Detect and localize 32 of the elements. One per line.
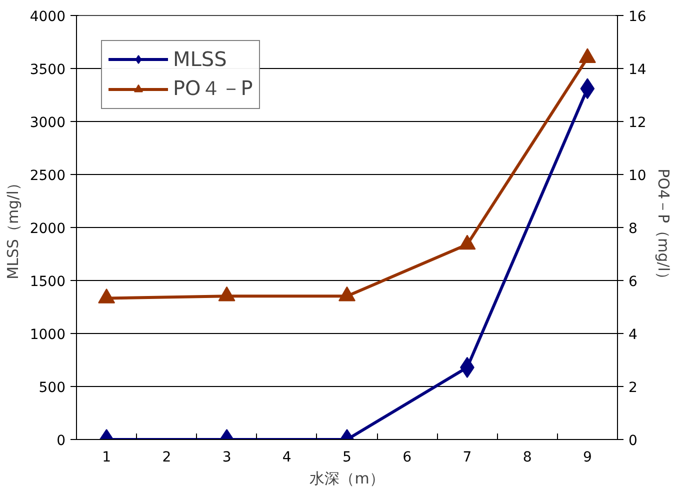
y-tick-label: 2500 (30, 168, 66, 184)
x-tick-label: 7 (462, 450, 472, 466)
x-tick-label: 1 (102, 450, 112, 466)
x-tick-label: 8 (522, 450, 532, 466)
y2-tick-label: 12 (628, 115, 646, 131)
legend-label: MLSS (173, 47, 227, 71)
y-tick-label: 1000 (30, 327, 66, 343)
y-tick-label: 500 (38, 380, 66, 396)
y-tick-label: 1500 (30, 274, 66, 290)
y-axis-title: MLSS（mg/l） (4, 176, 22, 280)
y-tick-label: 0 (56, 433, 66, 449)
y2-tick-label: 4 (628, 327, 638, 343)
y2-axis-title: PO4－P（mg/l） (654, 168, 672, 286)
y-tick-label: 2000 (30, 221, 66, 237)
x-tick-label: 9 (582, 450, 592, 466)
y-tick-label: 3000 (30, 115, 66, 131)
y2-tick-label: 8 (628, 221, 638, 237)
y2-tick-label: 16 (628, 9, 646, 25)
y2-tick-label: 14 (628, 62, 646, 78)
x-tick-label: 2 (162, 450, 172, 466)
y-tick-label: 3500 (30, 62, 66, 78)
x-axis-title: 水深（m） (310, 470, 384, 488)
x-tick-label: 6 (402, 450, 412, 466)
x-tick-label: 5 (342, 450, 352, 466)
y2-tick-label: 6 (628, 274, 638, 290)
y-tick-label: 4000 (30, 9, 66, 25)
x-tick-label: 3 (222, 450, 232, 466)
y2-tick-label: 10 (628, 168, 646, 184)
y2-tick-label: 0 (628, 433, 638, 449)
y2-tick-label: 2 (628, 380, 638, 396)
x-tick-label: 4 (282, 450, 292, 466)
legend-label: PO４－P (173, 75, 253, 102)
